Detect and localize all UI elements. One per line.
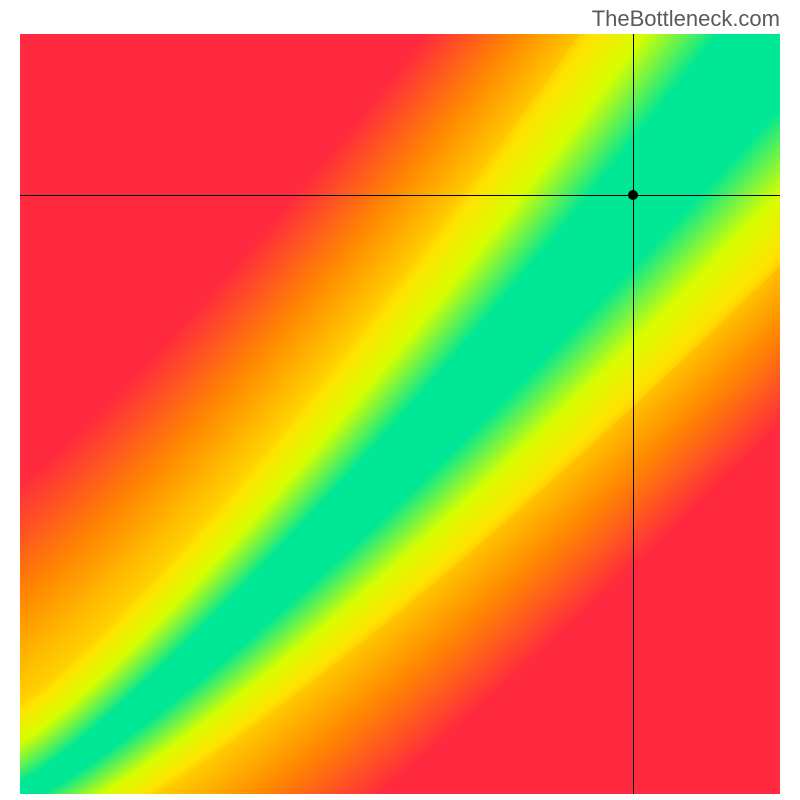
watermark-text: TheBottleneck.com <box>592 6 780 32</box>
selection-marker <box>628 190 638 200</box>
crosshair-horizontal <box>20 195 780 196</box>
heatmap-canvas <box>20 34 780 794</box>
bottleneck-heatmap <box>20 34 780 794</box>
crosshair-vertical <box>633 34 634 794</box>
